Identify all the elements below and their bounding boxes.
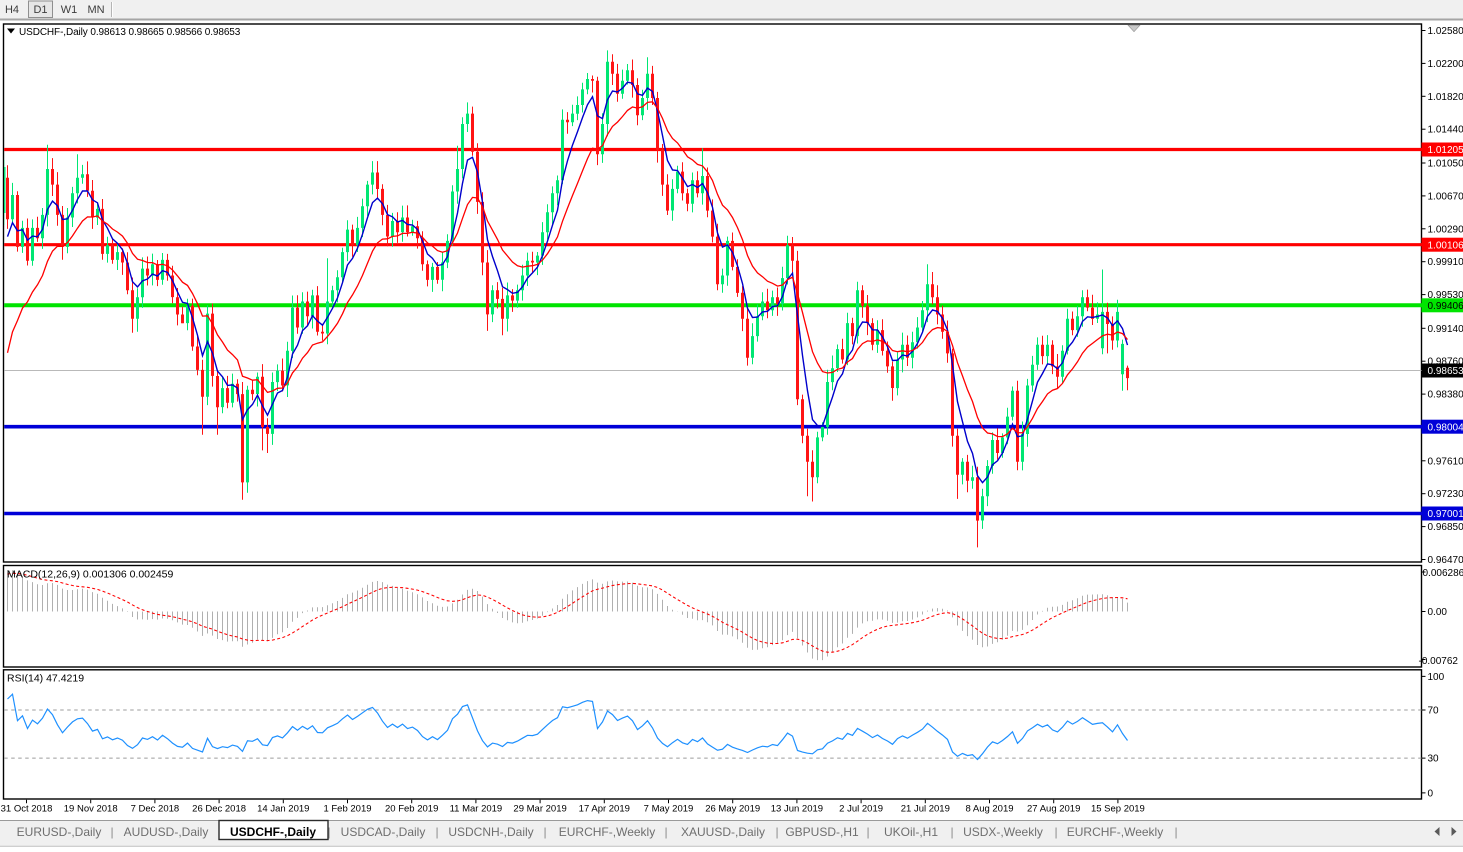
svg-text:2 Jul 2019: 2 Jul 2019 xyxy=(839,804,883,815)
svg-text:|: | xyxy=(543,825,546,839)
svg-text:W1: W1 xyxy=(61,4,78,16)
svg-text:7 Dec 2018: 7 Dec 2018 xyxy=(131,804,180,815)
svg-text:1.00106: 1.00106 xyxy=(1428,240,1463,251)
svg-text:31 Oct 2018: 31 Oct 2018 xyxy=(1,804,53,815)
svg-text:1.02580: 1.02580 xyxy=(1428,26,1463,37)
svg-text:MN: MN xyxy=(87,4,104,16)
svg-text:USDX-,Weekly: USDX-,Weekly xyxy=(963,825,1043,839)
svg-text:USDCAD-,Daily: USDCAD-,Daily xyxy=(341,825,426,839)
svg-text:26 Dec 2018: 26 Dec 2018 xyxy=(192,804,246,815)
svg-text:0.97230: 0.97230 xyxy=(1428,489,1463,500)
svg-text:100: 100 xyxy=(1428,672,1445,683)
svg-text:1 Feb 2019: 1 Feb 2019 xyxy=(323,804,371,815)
svg-text:20 Feb 2019: 20 Feb 2019 xyxy=(385,804,438,815)
svg-text:|: | xyxy=(664,825,667,839)
svg-text:|: | xyxy=(775,825,778,839)
svg-text:XAUUSD-,Daily: XAUUSD-,Daily xyxy=(681,825,765,839)
svg-text:0: 0 xyxy=(1428,788,1434,799)
svg-text:|: | xyxy=(110,825,113,839)
svg-text:UKOil-,H1: UKOil-,H1 xyxy=(884,825,938,839)
svg-text:0.96850: 0.96850 xyxy=(1428,522,1463,533)
svg-text:21 Jul 2019: 21 Jul 2019 xyxy=(901,804,950,815)
svg-text:14 Jan 2019: 14 Jan 2019 xyxy=(257,804,309,815)
svg-text:H4: H4 xyxy=(5,4,19,16)
svg-text:26 May 2019: 26 May 2019 xyxy=(705,804,760,815)
svg-text:30: 30 xyxy=(1428,754,1440,765)
svg-text:|: | xyxy=(435,825,438,839)
svg-text:1.01440: 1.01440 xyxy=(1428,125,1463,136)
svg-text:0.96470: 0.96470 xyxy=(1428,555,1463,566)
svg-text:GBPUSD-,H1: GBPUSD-,H1 xyxy=(785,825,859,839)
svg-text:D1: D1 xyxy=(33,4,47,16)
svg-text:17 Apr 2019: 17 Apr 2019 xyxy=(579,804,630,815)
svg-text:70: 70 xyxy=(1428,706,1440,717)
svg-text:15 Sep 2019: 15 Sep 2019 xyxy=(1091,804,1145,815)
svg-text:|: | xyxy=(950,825,953,839)
svg-text:EURCHF-,Weekly: EURCHF-,Weekly xyxy=(1067,825,1163,839)
svg-text:|: | xyxy=(866,825,869,839)
svg-text:1.01820: 1.01820 xyxy=(1428,92,1463,103)
svg-text:0.98380: 0.98380 xyxy=(1428,390,1463,401)
svg-text:1.00290: 1.00290 xyxy=(1428,224,1463,235)
svg-text:USDCHF-,Daily 0.98613 0.98665: USDCHF-,Daily 0.98613 0.98665 0.98566 0.… xyxy=(19,27,241,38)
svg-text:EURCHF-,Weekly: EURCHF-,Weekly xyxy=(559,825,655,839)
svg-text:RSI(14) 47.4219: RSI(14) 47.4219 xyxy=(7,673,84,685)
svg-text:0.99406: 0.99406 xyxy=(1428,301,1463,312)
svg-text:1.01205: 1.01205 xyxy=(1428,145,1463,156)
svg-text:1.02200: 1.02200 xyxy=(1428,59,1463,70)
svg-text:0.99910: 0.99910 xyxy=(1428,257,1463,268)
svg-text:|: | xyxy=(1054,825,1057,839)
svg-text:EURUSD-,Daily: EURUSD-,Daily xyxy=(17,825,102,839)
svg-text:USDCNH-,Daily: USDCNH-,Daily xyxy=(448,825,533,839)
svg-text:0.006286: 0.006286 xyxy=(1423,568,1463,579)
svg-text:1.01050: 1.01050 xyxy=(1428,159,1463,170)
svg-text:7 May 2019: 7 May 2019 xyxy=(644,804,694,815)
svg-text:19 Nov 2018: 19 Nov 2018 xyxy=(64,804,118,815)
svg-text:AUDUSD-,Daily: AUDUSD-,Daily xyxy=(124,825,209,839)
svg-text:MACD(12,26,9) 0.001306 0.00245: MACD(12,26,9) 0.001306 0.002459 xyxy=(7,569,174,581)
svg-text:13 Jun 2019: 13 Jun 2019 xyxy=(771,804,823,815)
svg-text:0.98653: 0.98653 xyxy=(1428,366,1463,377)
svg-text:0.00: 0.00 xyxy=(1428,607,1448,618)
svg-text:29 Mar 2019: 29 Mar 2019 xyxy=(513,804,566,815)
svg-text:0.97610: 0.97610 xyxy=(1428,456,1463,467)
svg-text:-0.00762: -0.00762 xyxy=(1419,656,1459,667)
svg-text:0.99140: 0.99140 xyxy=(1428,324,1463,335)
svg-text:11 Mar 2019: 11 Mar 2019 xyxy=(450,804,503,815)
svg-text:USDCHF-,Daily: USDCHF-,Daily xyxy=(230,825,316,839)
svg-text:1.00670: 1.00670 xyxy=(1428,191,1463,202)
svg-text:27 Aug 2019: 27 Aug 2019 xyxy=(1027,804,1080,815)
svg-text:0.98004: 0.98004 xyxy=(1428,422,1463,433)
svg-text:8 Aug 2019: 8 Aug 2019 xyxy=(965,804,1013,815)
svg-text:0.97001: 0.97001 xyxy=(1428,509,1463,520)
svg-text:|: | xyxy=(1174,825,1177,839)
